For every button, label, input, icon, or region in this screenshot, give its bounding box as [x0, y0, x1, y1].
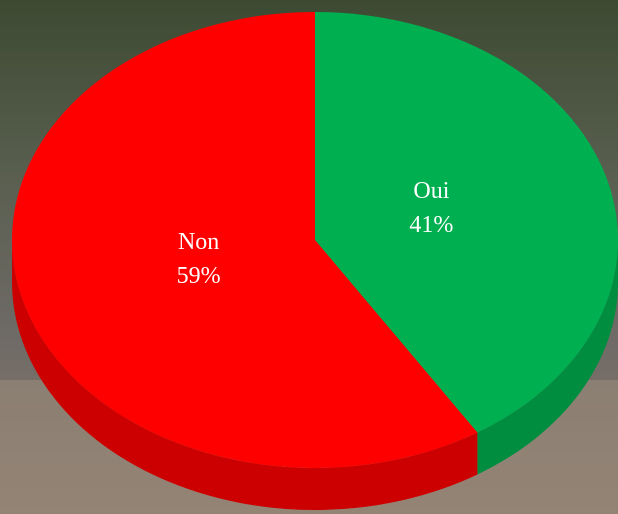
- slice: [315, 12, 618, 433]
- slice-label-name: Non: [178, 229, 219, 255]
- slice-label-name: Oui: [413, 178, 449, 204]
- pie: Oui 41% Non 59%: [12, 12, 618, 511]
- slice: [12, 12, 478, 468]
- slice-label-value: 59%: [177, 263, 221, 289]
- slice-side: [12, 240, 478, 511]
- slice-label-value: 41%: [409, 212, 453, 238]
- slice-side: [477, 240, 618, 475]
